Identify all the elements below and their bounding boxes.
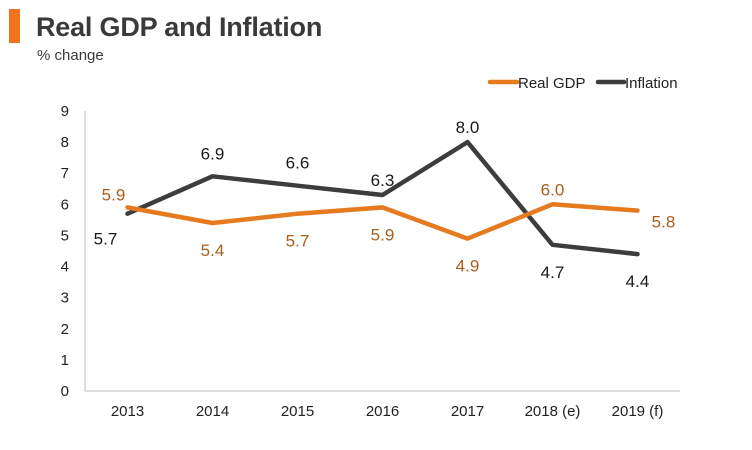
inflation-data-label: 6.9 bbox=[201, 144, 225, 163]
inflation-data-label: 8.0 bbox=[456, 118, 480, 137]
title-accent-bar bbox=[9, 9, 20, 43]
y-tick-label: 6 bbox=[61, 196, 69, 213]
real-gdp-line bbox=[125, 202, 640, 241]
x-tick-label: 2019 (f) bbox=[612, 403, 664, 420]
x-tick-label: 2017 bbox=[451, 403, 484, 420]
real-gdp-data-label: 6.0 bbox=[541, 180, 565, 199]
inflation-data-label: 5.7 bbox=[94, 230, 118, 249]
y-tick-label: 9 bbox=[61, 103, 69, 120]
inflation-line bbox=[125, 139, 640, 257]
real-gdp-data-label: 5.8 bbox=[652, 213, 676, 232]
legend-label-inflation: Inflation bbox=[625, 75, 678, 92]
chart-title: Real GDP and Inflation bbox=[36, 12, 323, 42]
y-tick-label: 7 bbox=[61, 165, 69, 182]
chart-axes: 0 1 2 3 4 5 6 7 8 9 2013 2014 2015 2016 2017 2018 (e) 20… bbox=[61, 103, 680, 420]
legend-label-real-gdp: Real GDP bbox=[518, 75, 586, 92]
y-tick-label: 3 bbox=[61, 290, 69, 307]
inflation-data-label: 6.3 bbox=[371, 171, 395, 190]
real-gdp-data-label: 5.4 bbox=[201, 241, 225, 260]
x-tick-label: 2014 bbox=[196, 403, 229, 420]
y-tick-label: 0 bbox=[61, 383, 69, 400]
inflation-data-label: 4.7 bbox=[541, 263, 565, 282]
inflation-data-label: 4.4 bbox=[626, 272, 650, 291]
chart-lines bbox=[125, 139, 640, 257]
y-tick-label: 8 bbox=[61, 134, 69, 151]
x-tick-label: 2015 bbox=[281, 403, 314, 420]
chart-data-labels: 5.9 5.4 5.7 5.9 4.9 6.0 5.8 5.7 6.9 6.6 6.3 8.0 4.7 4… bbox=[94, 118, 676, 291]
x-tick-label: 2013 bbox=[111, 403, 144, 420]
y-tick-label: 2 bbox=[61, 321, 69, 338]
real-gdp-data-label: 4.9 bbox=[456, 257, 480, 276]
chart-legend: Real GDP Inflation bbox=[487, 75, 678, 92]
chart-subtitle: % change bbox=[37, 47, 104, 64]
inflation-data-label: 6.6 bbox=[286, 154, 310, 173]
y-tick-label: 5 bbox=[61, 227, 69, 244]
x-tick-label: 2016 bbox=[366, 403, 399, 420]
real-gdp-data-label: 5.9 bbox=[371, 225, 395, 244]
real-gdp-data-label: 5.9 bbox=[102, 185, 126, 204]
y-tick-label: 4 bbox=[61, 259, 69, 276]
y-tick-label: 1 bbox=[61, 352, 69, 369]
x-tick-label: 2018 (e) bbox=[525, 403, 581, 420]
real-gdp-data-label: 5.7 bbox=[286, 232, 310, 251]
